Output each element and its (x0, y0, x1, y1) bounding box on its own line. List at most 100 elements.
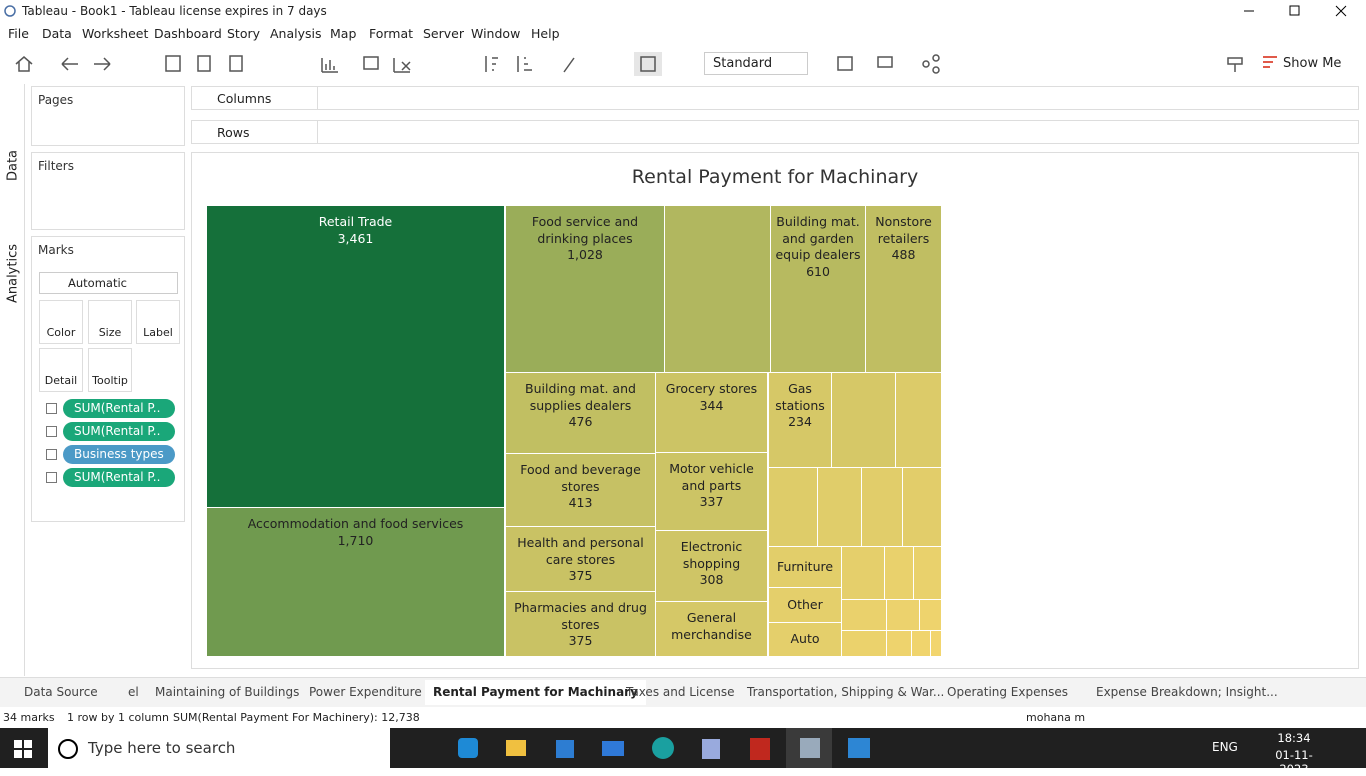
treemap-cell[interactable]: Motor vehicle and parts 337 (655, 452, 768, 531)
sheet-tab[interactable]: Taxes and License (626, 685, 735, 699)
treemap-cell[interactable] (884, 546, 914, 600)
clock-date[interactable]: 01-11-2023 (1275, 748, 1313, 776)
treemap-cell[interactable] (768, 467, 818, 547)
menu-item[interactable]: Window (471, 26, 521, 41)
treemap-cell[interactable] (664, 205, 771, 373)
cell-label: Nonstore retailers (875, 214, 932, 246)
button-label: Color (46, 326, 76, 339)
start[interactable] (14, 740, 32, 758)
sheet-tab[interactable]: Transportation, Shipping & War... (747, 685, 945, 699)
cell-label: Motor vehicle and parts (669, 461, 754, 493)
cell-label: General merchandise (671, 610, 752, 642)
treemap-cell[interactable]: Food and beverage stores 413 (505, 453, 656, 527)
menu-item[interactable]: Server (423, 26, 464, 41)
menu-item[interactable]: Data (42, 26, 72, 41)
show-me[interactable]: Show Me (1283, 56, 1342, 71)
mark-button[interactable]: Tooltip (88, 348, 132, 392)
treemap-cell[interactable] (919, 599, 942, 631)
cell-value: 413 (568, 495, 593, 510)
menu-item[interactable]: Story (227, 26, 261, 41)
treemap-cell[interactable]: Retail Trade 3,461 (206, 205, 505, 508)
side-tab[interactable]: Data (5, 149, 21, 182)
menu-item[interactable]: Worksheet (82, 26, 149, 41)
mark-type[interactable]: Automatic (39, 272, 178, 294)
menu-item[interactable]: Dashboard (154, 26, 222, 41)
fit-label: Standard (713, 56, 773, 71)
side-tab[interactable]: Analytics (5, 243, 21, 304)
field-pill[interactable]: SUM(Rental P.. (63, 422, 175, 441)
cell-label: Gas stations (775, 381, 825, 413)
mark-button[interactable]: Color (39, 300, 83, 344)
treemap-cell[interactable]: Health and personal care stores 375 (505, 526, 656, 592)
sheet-tab[interactable]: Power Expenditure (309, 685, 422, 699)
treemap-cell[interactable]: Building mat. and garden equip dealers 61… (770, 205, 866, 373)
treemap-cell[interactable] (831, 372, 896, 468)
cell-label: Pharmacies and drug stores (514, 600, 647, 632)
treemap-cell[interactable]: Gas stations 234 (768, 372, 832, 468)
treemap-cell[interactable]: Pharmacies and drug stores 375 (505, 591, 656, 657)
treemap-cell[interactable] (913, 546, 942, 600)
filters-card: Filters (31, 152, 185, 230)
cell-value: 344 (699, 397, 724, 413)
menu-item[interactable]: Help (531, 26, 560, 41)
clock-time[interactable]: 18:34 (1277, 731, 1311, 745)
cell-label: Auto (790, 631, 820, 646)
treemap-cell[interactable] (841, 599, 887, 631)
treemap-cell[interactable] (861, 467, 903, 547)
cell-label: Building mat. and garden equip dealers (775, 214, 861, 262)
treemap-cell[interactable]: Building mat. and supplies dealers 476 (505, 372, 656, 454)
view (191, 152, 1359, 669)
rows-shelf: Rows (191, 120, 1359, 144)
menu-item[interactable]: Analysis (270, 26, 322, 41)
sheet-tab[interactable]: Expense Breakdown; Insight... (1096, 685, 1278, 699)
treemap-cell[interactable]: General merchandise (655, 601, 768, 657)
marks-card: Marks Automatic Color Size Label Detail Tool… (31, 236, 185, 522)
treemap-cell[interactable] (930, 630, 942, 657)
treemap-cell[interactable]: Electronic shopping 308 (655, 530, 768, 602)
menu-item[interactable]: Map (330, 26, 357, 41)
cell-value: 3,461 (337, 230, 374, 246)
field-pill[interactable]: SUM(Rental P.. (63, 399, 175, 418)
mark-button[interactable]: Detail (39, 348, 83, 392)
fit-dropdown[interactable]: Standard (704, 52, 808, 75)
treemap-cell[interactable] (817, 467, 862, 547)
treemap-cell[interactable]: Food service and drinking places 1,028 (505, 205, 665, 373)
cell-label: Building mat. and supplies dealers (525, 381, 636, 413)
field-pill[interactable]: SUM(Rental P.. (63, 468, 175, 487)
treemap-cell[interactable] (841, 546, 885, 600)
cell-value: 337 (699, 494, 724, 509)
card-title: Marks (38, 243, 74, 257)
menu-item[interactable]: Format (369, 26, 414, 41)
treemap-cell[interactable]: Other (768, 587, 842, 623)
mark-button[interactable]: Label (136, 300, 180, 344)
treemap-cell[interactable] (886, 599, 920, 631)
sheet-tab[interactable]: Data Source (24, 685, 98, 699)
treemap-cell[interactable]: Nonstore retailers 488 (865, 205, 942, 373)
sheet-tab[interactable]: Operating Expenses (947, 685, 1068, 699)
field-pill[interactable]: Business types (63, 445, 175, 464)
language[interactable]: ENG (1212, 740, 1238, 754)
pages-card: Pages (31, 86, 185, 146)
cell-label: Food service and drinking places (531, 214, 639, 246)
cell-value: 375 (568, 568, 593, 583)
treemap-cell[interactable] (895, 372, 942, 468)
treemap-cell[interactable]: Grocery stores 344 (655, 372, 768, 453)
treemap-cell[interactable] (841, 630, 887, 657)
treemap-cell[interactable] (902, 467, 942, 547)
status-sum: SUM(Rental Payment For Machinery): 12,73… (173, 711, 420, 724)
menu-item[interactable]: File (8, 26, 29, 41)
status-user[interactable]: mohana m (1026, 711, 1086, 724)
button-label: Detail (44, 374, 78, 387)
treemap-cell[interactable] (911, 630, 931, 657)
treemap-cell[interactable]: Auto (768, 622, 842, 657)
search-box[interactable]: Type here to search (48, 728, 390, 768)
treemap-cell[interactable]: Furniture (768, 546, 842, 588)
sheet-tab[interactable]: Rental Payment for Machinary (425, 680, 646, 705)
sheet-tab[interactable]: Maintaining of Buildings (155, 685, 300, 699)
treemap-cell[interactable]: Accommodation and food services 1,710 (206, 507, 505, 657)
cell-label: Electronic shopping (680, 539, 743, 571)
treemap-cell[interactable] (886, 630, 912, 657)
mark-type-label: Automatic (68, 276, 127, 290)
mark-button[interactable]: Size (88, 300, 132, 344)
sheet-tab[interactable]: el (128, 685, 139, 699)
